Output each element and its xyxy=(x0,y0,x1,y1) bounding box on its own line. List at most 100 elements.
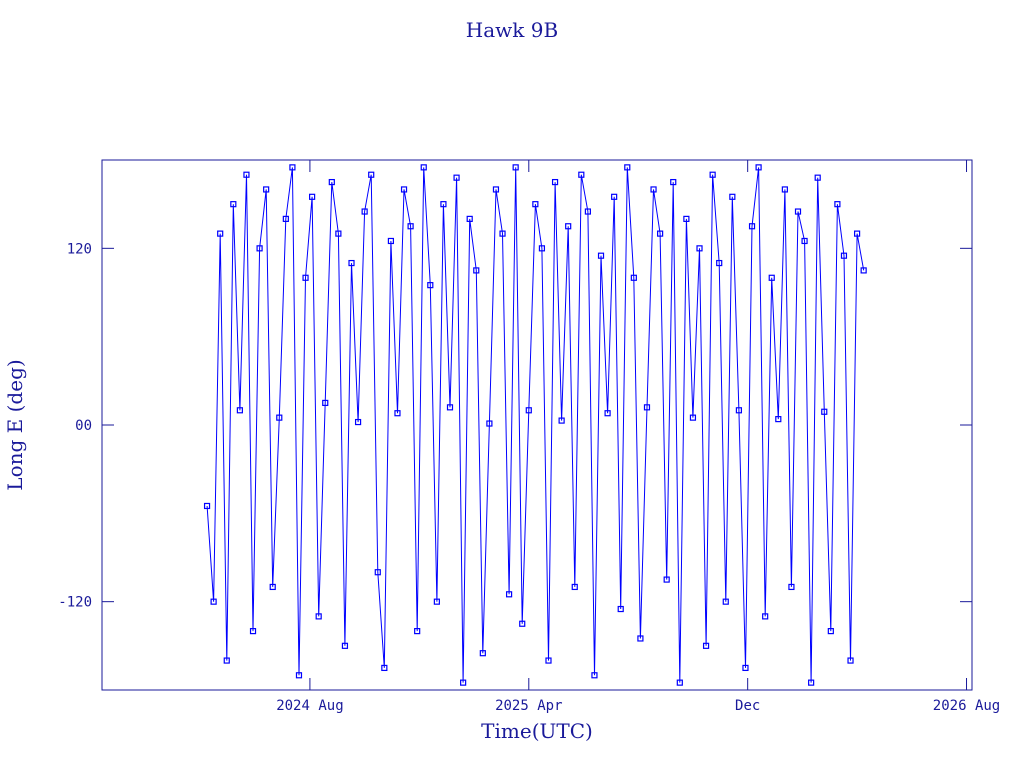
data-point xyxy=(394,410,401,417)
data-point xyxy=(722,598,729,605)
data-point xyxy=(808,679,815,686)
data-point xyxy=(263,186,270,193)
data-point xyxy=(827,628,834,635)
data-point xyxy=(637,635,644,642)
data-point xyxy=(788,583,795,591)
data-point xyxy=(203,502,211,510)
data-line xyxy=(206,167,865,683)
data-point xyxy=(571,583,578,591)
data-point xyxy=(217,230,224,237)
data-point xyxy=(847,657,854,664)
data-point xyxy=(702,642,710,649)
data-point xyxy=(617,605,624,613)
data-point xyxy=(840,252,848,259)
data-point xyxy=(479,650,486,657)
data-point xyxy=(735,407,743,414)
data-point xyxy=(650,186,657,193)
data-point xyxy=(525,407,532,414)
data-point xyxy=(236,407,243,414)
data-point xyxy=(473,267,480,274)
data-point xyxy=(361,208,368,215)
data-point xyxy=(486,420,493,427)
data-point xyxy=(276,414,283,421)
data-point xyxy=(519,620,526,627)
data-point xyxy=(328,178,335,186)
data-point xyxy=(814,174,821,181)
data-point xyxy=(368,171,375,178)
data-point xyxy=(676,679,683,686)
data-point xyxy=(643,404,651,411)
data-point xyxy=(322,399,329,407)
data-point xyxy=(309,193,316,200)
data-point xyxy=(801,237,808,245)
data-point xyxy=(249,628,257,635)
data-point xyxy=(453,174,460,181)
data-point xyxy=(578,171,585,178)
data-point xyxy=(512,164,519,171)
data-point xyxy=(302,274,309,281)
data-point xyxy=(729,193,736,200)
data-point xyxy=(243,171,250,178)
data-point xyxy=(670,178,677,186)
data-point xyxy=(230,201,237,208)
data-point xyxy=(427,282,434,289)
data-point xyxy=(762,613,769,620)
y-axis-label: Long E (deg) xyxy=(3,359,27,490)
data-point xyxy=(492,186,500,193)
data-point xyxy=(689,414,697,421)
data-point xyxy=(781,186,788,193)
data-point xyxy=(584,208,591,215)
data-point xyxy=(794,208,802,215)
data-point xyxy=(663,576,670,583)
data-point xyxy=(400,186,408,193)
data-point xyxy=(466,215,473,222)
data-point xyxy=(709,171,716,178)
data-point xyxy=(538,245,546,252)
data-point xyxy=(446,404,454,411)
data-point xyxy=(256,245,263,252)
data-point xyxy=(420,164,427,171)
x-axis-label: Time(UTC) xyxy=(481,719,593,743)
x-tick-label: 2026 Aug xyxy=(933,698,1000,714)
data-point xyxy=(558,417,565,424)
data-point xyxy=(374,569,381,576)
data-point xyxy=(282,215,289,222)
data-point xyxy=(604,410,611,417)
data-point xyxy=(348,259,355,267)
x-tick-label: Dec xyxy=(735,698,760,714)
data-point xyxy=(354,418,362,426)
data-point xyxy=(860,267,867,274)
data-point xyxy=(381,664,388,672)
chart-title: Hawk 9B xyxy=(466,18,558,42)
data-point xyxy=(834,201,841,208)
data-point xyxy=(611,193,618,200)
data-point xyxy=(696,245,703,252)
data-point xyxy=(716,259,723,267)
data-point xyxy=(597,252,605,259)
data-point xyxy=(460,679,467,686)
data-point xyxy=(624,164,631,171)
x-tick-label: 2024 Aug xyxy=(276,698,343,714)
data-point xyxy=(683,215,690,222)
data-point xyxy=(433,598,440,605)
data-point xyxy=(748,223,756,230)
data-point xyxy=(387,237,395,245)
data-point xyxy=(210,598,217,605)
data-point xyxy=(532,201,539,208)
data-point xyxy=(341,642,349,649)
data-point xyxy=(499,230,506,237)
data-point xyxy=(295,672,303,679)
data-point xyxy=(657,230,664,237)
data-point xyxy=(591,672,598,679)
data-point xyxy=(853,230,861,237)
data-point xyxy=(630,274,637,281)
data-point xyxy=(551,178,559,186)
data-point xyxy=(755,164,762,171)
data-point xyxy=(414,628,421,635)
data-point xyxy=(269,583,276,591)
data-point xyxy=(440,201,447,208)
data-point xyxy=(768,274,775,281)
data-point xyxy=(545,657,552,664)
